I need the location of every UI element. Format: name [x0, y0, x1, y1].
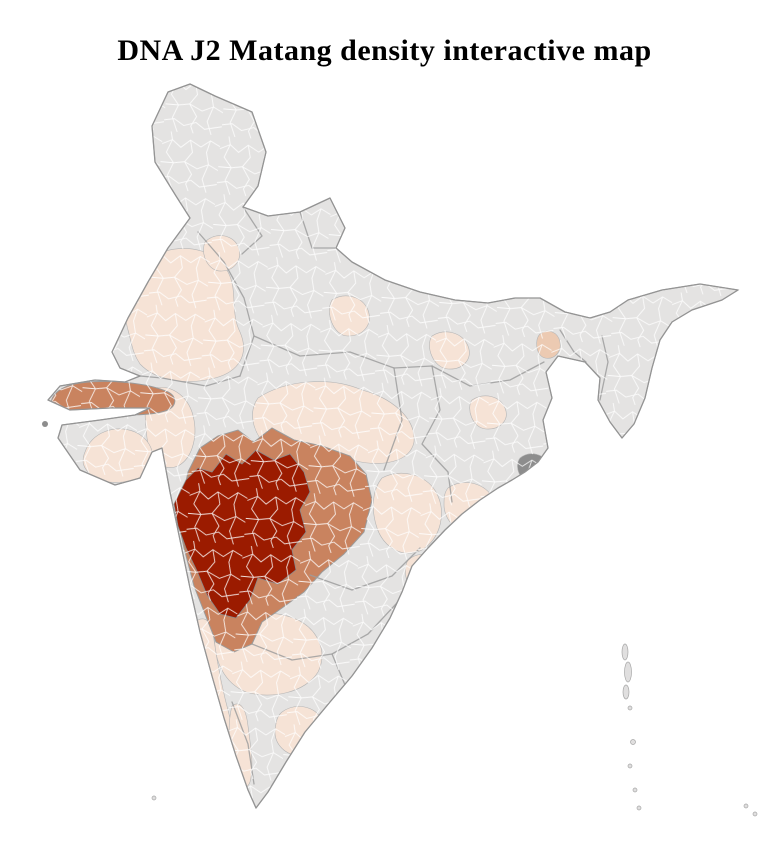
page-title: DNA J2 Matang density interactive map: [117, 34, 652, 68]
region-low-tamilnadu[interactable]: [274, 706, 325, 756]
region-low-tamilnadu-south[interactable]: [295, 758, 321, 787]
region-lowmid-northeast-spot[interactable]: [536, 330, 561, 359]
andaman-nicobar-islands[interactable]: [621, 643, 642, 811]
region-low-punjab[interactable]: [203, 235, 240, 272]
region-low-ap-coast[interactable]: [405, 554, 442, 593]
lakshadweep-islands[interactable]: [151, 795, 157, 801]
west-gray-speck: [42, 421, 48, 427]
region-grayspot-bengal[interactable]: [517, 453, 550, 483]
offshore-specks: [743, 803, 758, 817]
